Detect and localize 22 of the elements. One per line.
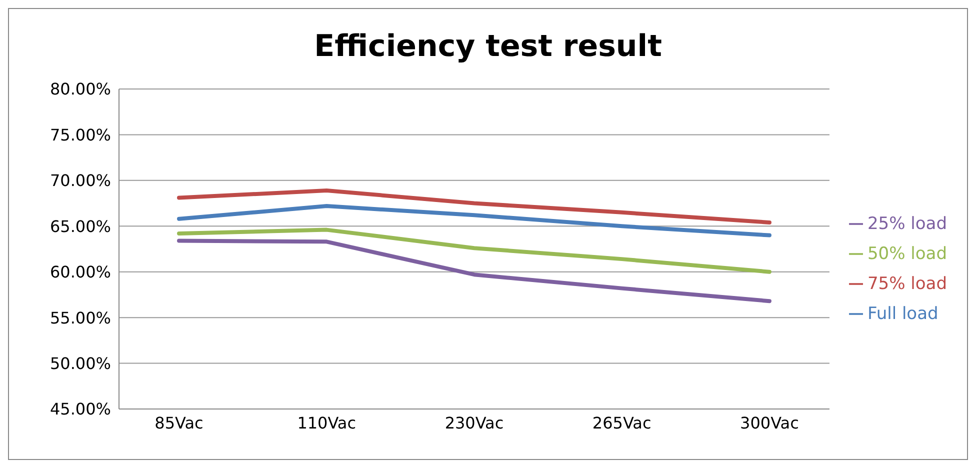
line-series	[177, 188, 772, 224]
legend-label: 25% load	[867, 214, 947, 234]
legend-label: 75% load	[867, 274, 947, 294]
chart-title: Efficiency test result	[313, 28, 663, 66]
x-tick-label: 230Vac	[444, 413, 504, 432]
x-tick-label: 85Vac	[154, 413, 204, 432]
y-tick-label: 80.00%	[50, 80, 111, 99]
y-tick-label: 45.00%	[50, 400, 111, 419]
line-series	[177, 228, 772, 274]
y-tick-label: 65.00%	[50, 216, 111, 236]
line-series	[177, 204, 772, 238]
y-tick-label: 60.00%	[50, 262, 111, 282]
y-tick-label: 75.00%	[50, 125, 111, 144]
x-tick-label: 110Vac	[297, 413, 356, 432]
y-tick-label: 55.00%	[50, 308, 111, 328]
x-tick-label: 265Vac	[592, 413, 652, 432]
legend-label: 50% load	[867, 244, 947, 264]
y-tick-label: 70.00%	[50, 171, 111, 190]
y-tick-label: 50.00%	[50, 354, 111, 373]
legend-label: Full load	[867, 304, 938, 324]
x-tick-label: 300Vac	[740, 413, 799, 432]
line-series	[177, 238, 772, 304]
